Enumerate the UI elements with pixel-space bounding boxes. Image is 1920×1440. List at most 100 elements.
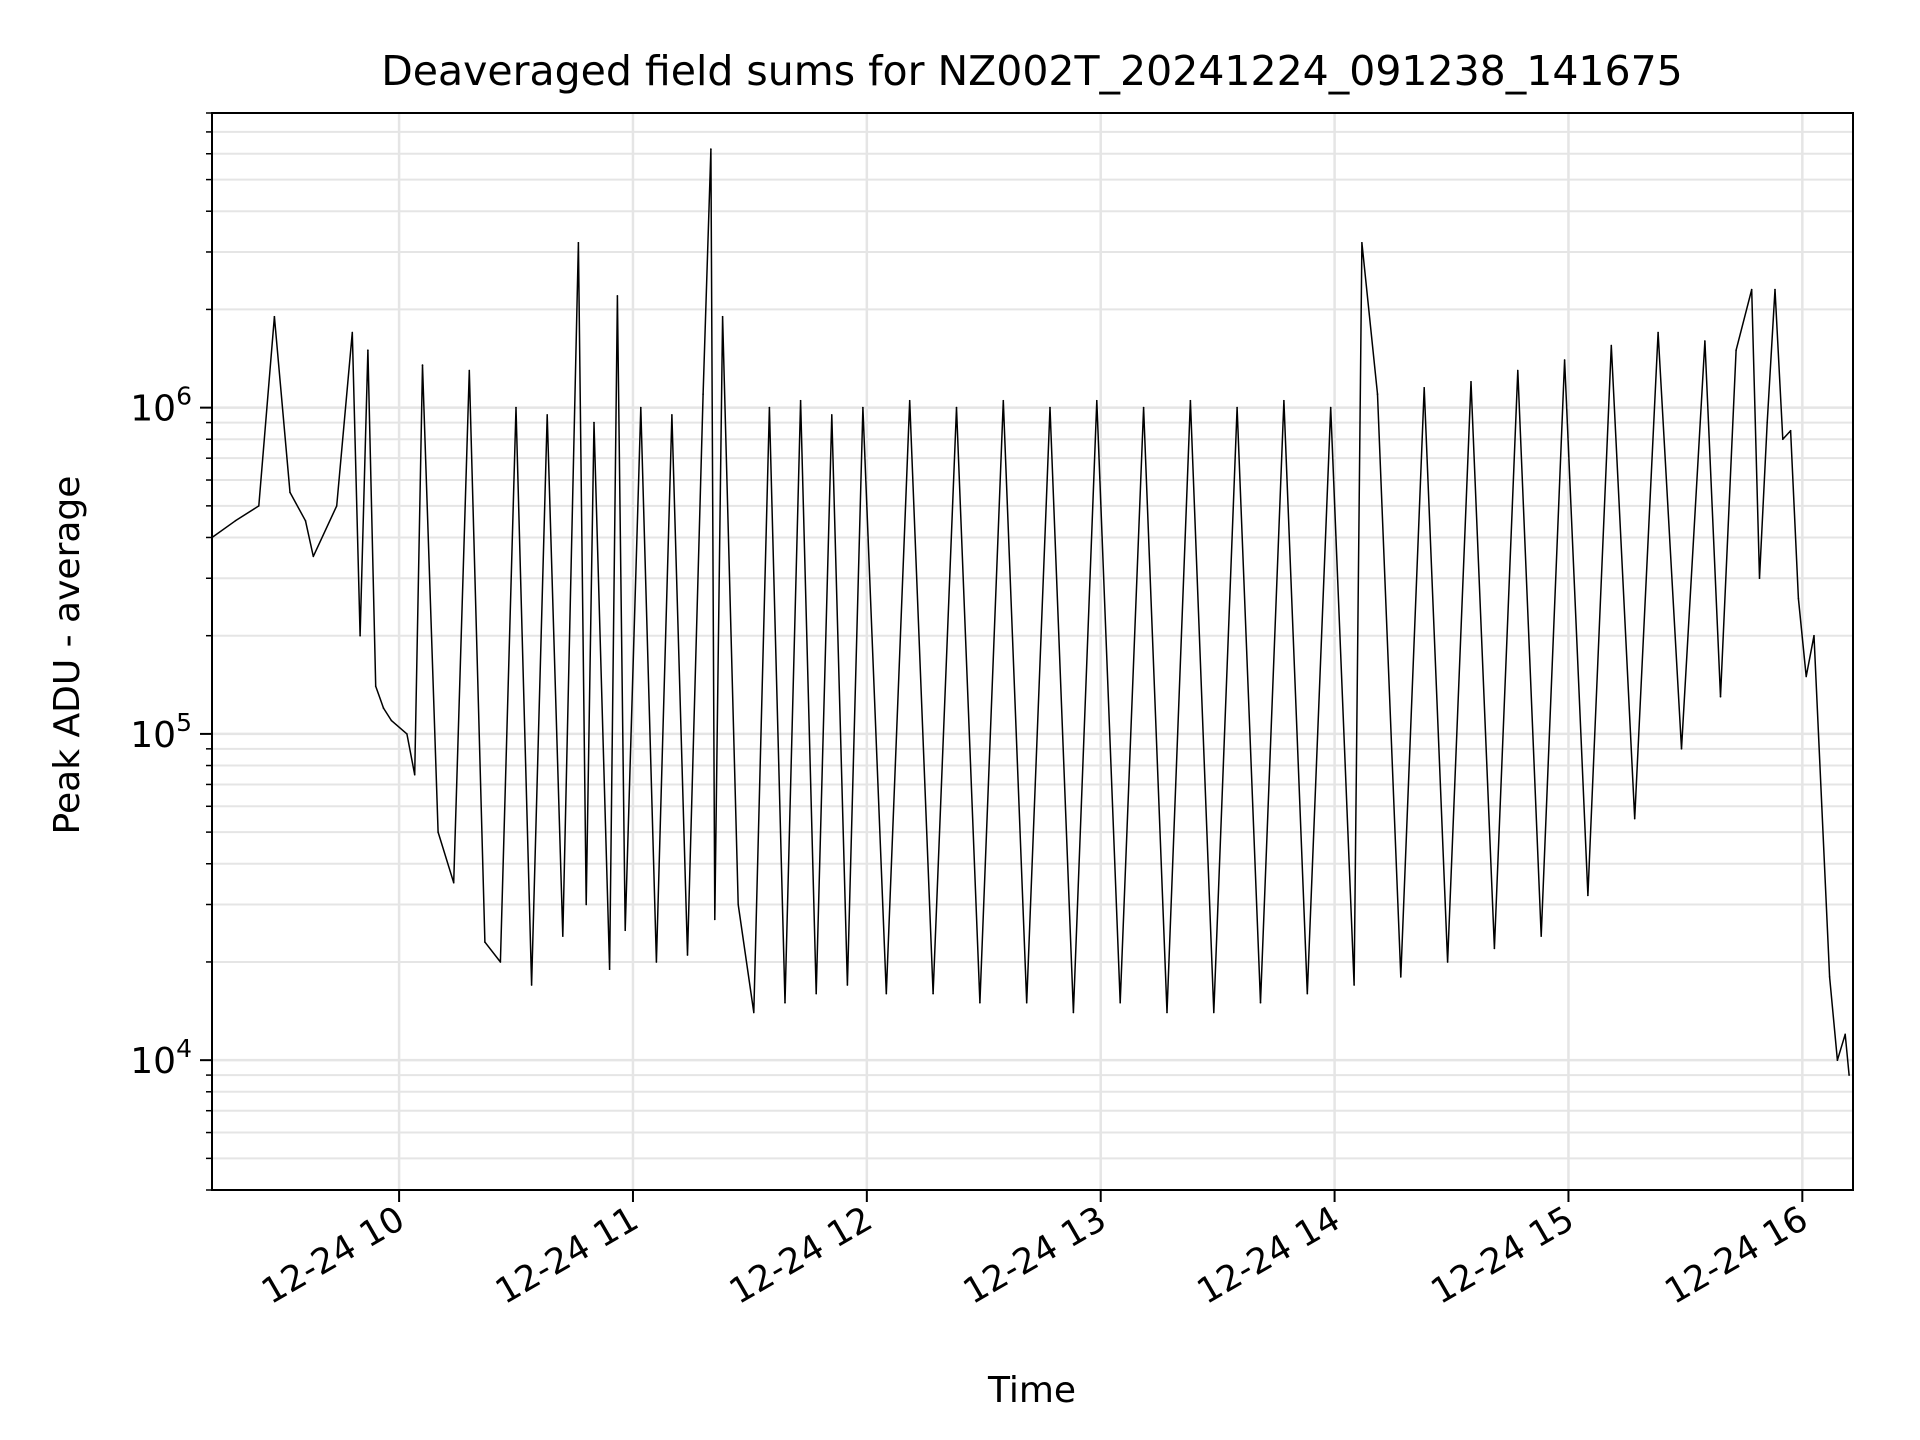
data-point	[799, 399, 802, 402]
data-point	[1758, 577, 1761, 579]
data-point	[1657, 331, 1659, 334]
data-point	[1119, 1001, 1121, 1004]
data-point	[1376, 393, 1379, 395]
data-point	[359, 634, 361, 637]
data-point	[1719, 695, 1722, 698]
data-point	[1306, 992, 1309, 995]
y-tick-label: 106	[130, 382, 192, 430]
data-point	[1470, 381, 1472, 383]
data-point	[335, 505, 338, 507]
data-point	[932, 992, 934, 995]
data-point	[1836, 1059, 1839, 1061]
data-point	[1563, 359, 1566, 361]
data-point	[862, 406, 864, 409]
data-point	[721, 315, 724, 318]
data-point	[714, 918, 716, 921]
data-point	[585, 903, 587, 906]
data-point	[1002, 399, 1005, 402]
data-point	[710, 148, 712, 150]
data-point	[593, 421, 595, 424]
data-point	[374, 685, 377, 687]
data-point	[1587, 894, 1589, 897]
data-point	[273, 315, 276, 318]
data-point	[234, 520, 237, 522]
y-axis-label: Peak ADU - average	[47, 476, 88, 835]
data-point	[382, 707, 385, 709]
data-point	[1774, 288, 1776, 291]
data-point	[831, 414, 833, 416]
series-layer	[211, 148, 1850, 1076]
data-point	[784, 1001, 786, 1004]
chart-title: Deaveraged field sums for NZ002T_2024122…	[381, 47, 1683, 95]
data-point	[1517, 369, 1519, 372]
data-point	[1750, 288, 1753, 291]
data-point	[1782, 438, 1784, 441]
data-point	[1848, 1074, 1850, 1076]
data-point	[686, 954, 689, 956]
data-point	[413, 773, 416, 776]
data-point	[1353, 984, 1355, 986]
data-point	[406, 733, 408, 735]
data-point	[979, 1001, 981, 1004]
y-tick-label: 105	[130, 708, 192, 756]
x-axis-label: Time	[987, 1370, 1076, 1411]
grid-lines	[212, 112, 1853, 1191]
data-point	[437, 831, 439, 833]
data-point	[640, 406, 642, 409]
data-point	[367, 349, 369, 352]
data-point	[885, 992, 888, 995]
data-point	[452, 881, 455, 884]
data-point	[737, 903, 739, 906]
data-point	[608, 968, 611, 970]
data-point	[1259, 1001, 1262, 1004]
data-point	[390, 719, 393, 722]
data-point	[753, 1011, 755, 1014]
data-point	[1704, 340, 1706, 342]
data-point	[1828, 976, 1831, 978]
data-point	[1072, 1011, 1075, 1014]
data-point	[768, 406, 771, 409]
data-point	[1361, 242, 1363, 244]
data-point	[1633, 817, 1636, 820]
data-point	[1789, 429, 1792, 432]
data-point	[1049, 406, 1051, 409]
data-point	[304, 520, 307, 522]
data-point	[577, 242, 580, 244]
data-point	[1813, 634, 1815, 637]
data-point	[1329, 406, 1332, 409]
data-point	[562, 935, 564, 937]
data-point	[655, 961, 658, 963]
data-point	[530, 984, 533, 986]
data-point	[624, 929, 626, 932]
data-point	[1025, 1001, 1028, 1004]
data-point	[312, 555, 315, 558]
data-point	[1236, 406, 1238, 409]
data-point	[421, 364, 424, 366]
data-point	[1493, 947, 1496, 950]
data-point	[499, 961, 502, 963]
data-point	[1166, 1011, 1168, 1014]
data-point	[908, 399, 911, 402]
data-point	[1540, 935, 1542, 937]
data-point	[616, 295, 619, 297]
data-point	[1735, 349, 1737, 352]
data-point	[1766, 421, 1768, 424]
data-point	[1213, 1011, 1215, 1014]
data-point	[1821, 805, 1823, 808]
data-point	[484, 941, 486, 943]
data-point	[1610, 344, 1613, 347]
data-point	[702, 393, 704, 395]
data-point	[846, 984, 849, 986]
data-point	[289, 491, 291, 494]
data-point	[1142, 406, 1145, 409]
data-point	[1680, 748, 1683, 750]
plot-frame	[211, 112, 1854, 1191]
data-point	[1423, 387, 1425, 389]
data-point	[1096, 399, 1098, 402]
data-point	[671, 414, 673, 416]
data-point	[1189, 399, 1192, 402]
data-point	[546, 414, 548, 416]
data-point	[515, 406, 517, 409]
